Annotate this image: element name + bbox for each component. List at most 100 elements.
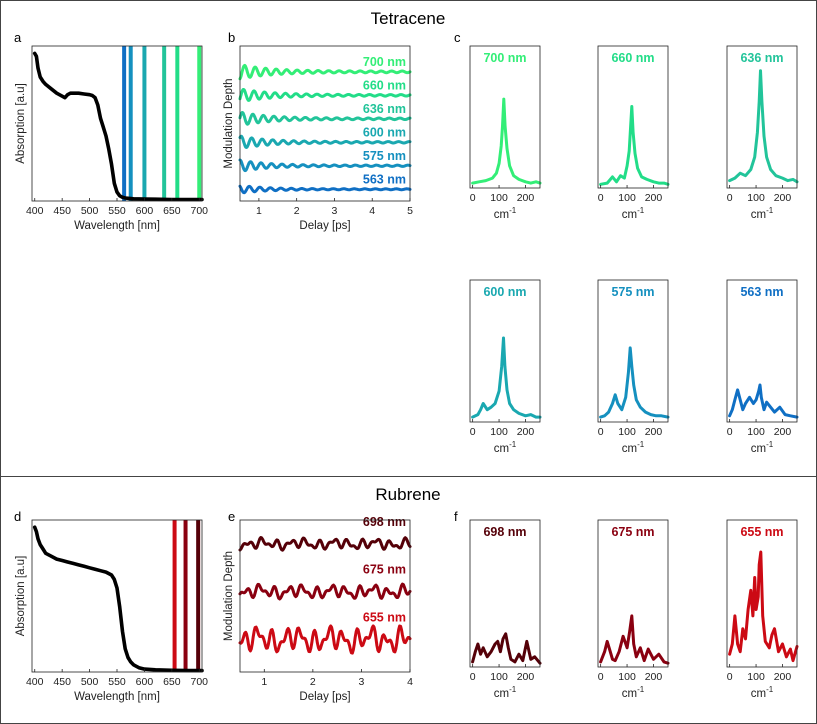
spectrum-axes-frame	[597, 45, 669, 189]
modulation-trace	[238, 184, 412, 195]
xlabel-exponent: -1	[509, 440, 517, 449]
spectrum-xtick-label: 100	[618, 192, 636, 204]
xlabel-d: Wavelength [nm]	[74, 691, 160, 703]
modulation-trace	[238, 624, 412, 655]
trace-label: 660 nm	[363, 78, 406, 92]
traces-b-xtick-label: 5	[407, 205, 413, 217]
modulation-trace	[238, 63, 412, 81]
trace-label: 575 nm	[363, 149, 406, 163]
spectrum-xtick-label: 0	[470, 671, 476, 683]
traces-e-xtick-label: 4	[407, 676, 413, 688]
xlabel-unit: cm	[494, 688, 509, 700]
trace-label: 563 nm	[363, 172, 406, 186]
absorption-a-xtick-label: 700	[190, 205, 208, 217]
modulation-trace	[238, 134, 412, 149]
absorption-a-xtick-label: 400	[26, 205, 44, 217]
absorption-spectrum-line	[32, 525, 204, 673]
xlabel-exponent: -1	[766, 685, 774, 694]
fft-spectrum-line	[728, 550, 799, 663]
xlabel-unit: cm	[751, 688, 766, 700]
fft-spectrum-line	[471, 97, 542, 185]
modulation-trace	[238, 111, 412, 126]
axes-frame-e	[239, 519, 411, 673]
spectrum-axes-frame	[597, 279, 669, 423]
fft-spectrum-line	[599, 346, 670, 419]
xlabel-b: Delay [ps]	[299, 220, 350, 232]
ylabel-e: Modulation Depth	[223, 551, 235, 641]
absorption-d-xtick-label: 500	[81, 676, 99, 688]
panel-label-d: d	[14, 509, 21, 524]
fft-spectrum-line	[471, 336, 542, 419]
absorption-a-xtick-label: 550	[108, 205, 126, 217]
absorption-d-xtick-label: 650	[163, 676, 181, 688]
spectrum-xtick-label: 100	[618, 426, 636, 438]
spectrum-xlabel: cm-1	[751, 206, 774, 221]
xlabel-unit: cm	[622, 443, 637, 455]
panel-label-c: c	[454, 30, 461, 45]
trace-label: 655 nm	[363, 610, 406, 624]
absorption-a-xtick-label: 450	[53, 205, 71, 217]
fft-spectrum-line	[599, 614, 670, 665]
spectrum-axes-frame	[726, 45, 798, 189]
spectrum-title: 655 nm	[740, 525, 783, 539]
spectrum-xtick-label: 0	[598, 426, 604, 438]
spectrum-xtick-label: 200	[774, 671, 792, 683]
spectrum-axes-frame	[469, 45, 541, 189]
panel-label-e: e	[228, 509, 235, 524]
absorption-d-xtick-label: 450	[53, 676, 71, 688]
spectrum-xtick-label: 0	[598, 192, 604, 204]
spectrum-xlabel: cm-1	[622, 440, 645, 455]
trace-label: 636 nm	[363, 102, 406, 116]
spectrum-xtick-label: 0	[470, 426, 476, 438]
xlabel-exponent: -1	[509, 206, 517, 215]
xlabel-exponent: -1	[766, 440, 774, 449]
spectrum-xtick-label: 200	[774, 426, 792, 438]
xlabel-a: Wavelength [nm]	[74, 220, 160, 232]
absorption-d-xtick-label: 550	[108, 676, 126, 688]
spectrum-xtick-label: 100	[747, 192, 765, 204]
spectrum-xtick-label: 100	[490, 671, 508, 683]
axes-frame-b	[239, 45, 411, 202]
xlabel-unit: cm	[751, 443, 766, 455]
spectrum-xtick-label: 0	[727, 426, 733, 438]
spectrum-title: 675 nm	[611, 525, 654, 539]
traces-e-xtick-label: 1	[261, 676, 267, 688]
spectrum-title: 575 nm	[611, 285, 654, 299]
spectrum-xtick-label: 200	[517, 671, 535, 683]
ylabel-d: Absorption [a.u]	[15, 556, 27, 637]
xlabel-unit: cm	[751, 209, 766, 221]
spectrum-axes-frame	[726, 519, 798, 668]
spectrum-title: 698 nm	[483, 525, 526, 539]
absorption-d-xtick-label: 400	[26, 676, 44, 688]
traces-e-xtick-label: 2	[310, 676, 316, 688]
absorption-a-xtick-label: 600	[136, 205, 154, 217]
traces-b-xtick-label: 1	[256, 205, 262, 217]
spectrum-axes-frame	[726, 279, 798, 423]
spectrum-xlabel: cm-1	[494, 206, 517, 221]
spectrum-xlabel: cm-1	[622, 685, 645, 700]
fft-spectrum-line	[599, 105, 670, 186]
fft-spectrum-line	[728, 383, 799, 419]
xlabel-exponent: -1	[509, 685, 517, 694]
rubrene-section-title: Rubrene	[375, 485, 440, 504]
trace-label: 698 nm	[363, 515, 406, 529]
xlabel-unit: cm	[622, 688, 637, 700]
spectrum-axes-frame	[597, 519, 669, 668]
xlabel-exponent: -1	[637, 685, 645, 694]
absorption-d-xtick-label: 700	[190, 676, 208, 688]
spectrum-xlabel: cm-1	[751, 440, 774, 455]
spectrum-axes-frame	[469, 279, 541, 423]
xlabel-unit: cm	[622, 209, 637, 221]
spectrum-xlabel: cm-1	[751, 685, 774, 700]
traces-b-xtick-label: 2	[294, 205, 300, 217]
panel-label-f: f	[454, 509, 458, 524]
absorption-a-xtick-label: 650	[163, 205, 181, 217]
traces-b-xtick-label: 4	[369, 205, 375, 217]
spectrum-xtick-label: 200	[645, 192, 663, 204]
spectrum-xtick-label: 200	[517, 192, 535, 204]
ylabel-b: Modulation Depth	[223, 78, 235, 168]
tetracene-section-title: Tetracene	[371, 9, 446, 28]
trace-label: 600 nm	[363, 125, 406, 139]
